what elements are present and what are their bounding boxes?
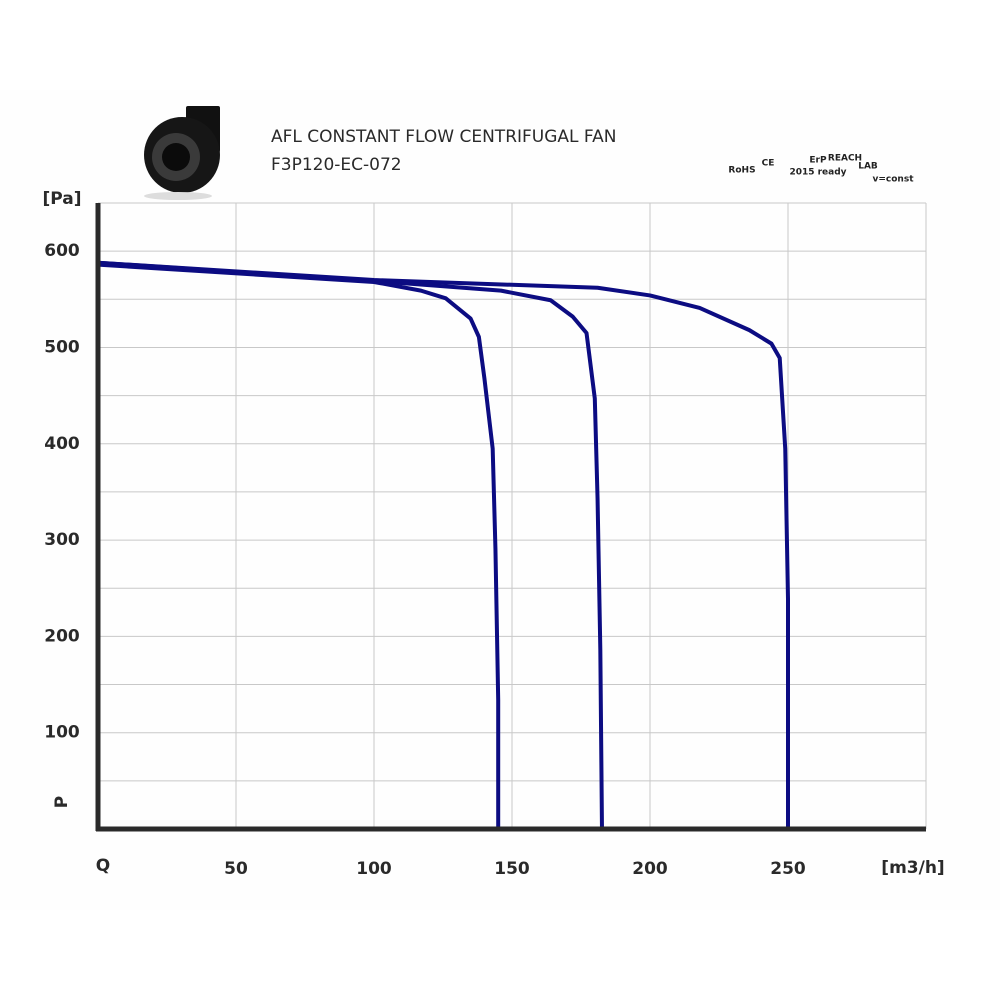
plot: 100 200 300 400 500 600 50 100 150 200 250 [44,202,927,879]
x-tick-label: 100 [356,859,392,879]
fan-curve [97,260,604,830]
x-tick-label: 50 [224,859,248,879]
y-tick-label: 100 [44,723,80,743]
x-tick-label: 250 [770,859,806,879]
chart-subtitle: F3P120-EC-072 [271,155,402,175]
x-axis-label: [m3/h] [881,858,944,878]
fan-image [144,106,220,200]
badge: REACH [828,154,862,164]
badge: ErP [809,156,827,166]
badge: CE [762,159,775,169]
badge: 2015 ready [789,168,846,178]
badge: v=const [873,175,915,185]
y-axis-symbol: P [52,796,72,808]
x-tick-label: 150 [494,859,530,879]
fan-curve [97,262,501,829]
y-tick-label: 400 [44,434,80,454]
y-tick-label: 200 [44,626,80,646]
y-tick-label: 600 [44,241,80,261]
y-tick-label: 300 [44,530,80,550]
fan-curve [97,260,790,829]
chart-title: AFL CONSTANT FLOW CENTRIFUGAL FAN [271,127,616,147]
x-axis-symbol: Q [96,856,110,876]
x-tick-label: 200 [632,859,668,879]
y-axis-label: [Pa] [42,189,81,209]
y-tick-label: 500 [44,337,80,357]
badge: LAB [858,162,878,172]
badge: RoHS [728,166,755,176]
